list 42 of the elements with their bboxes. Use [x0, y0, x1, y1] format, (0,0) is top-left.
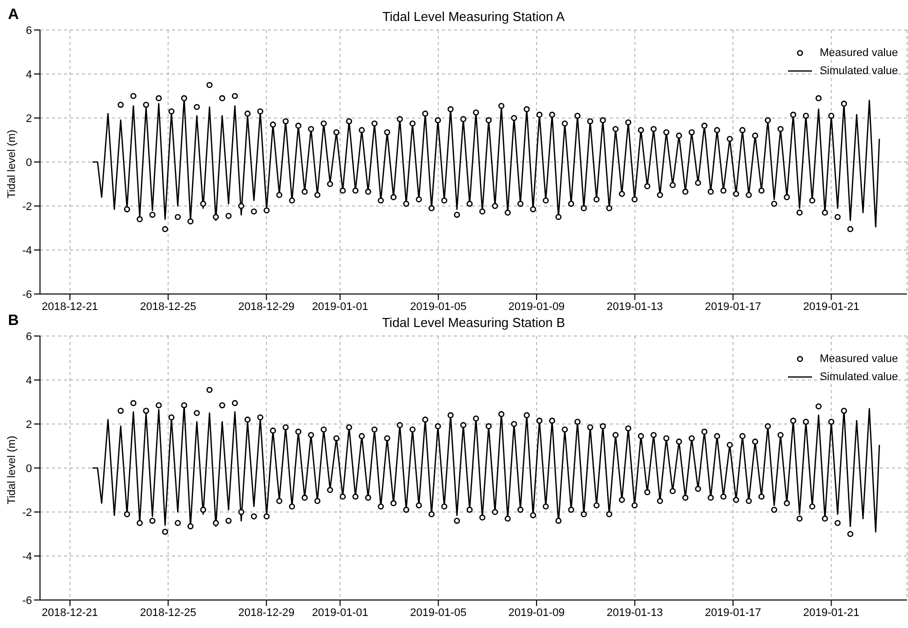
x-tick-label: 2018-12-25 — [140, 300, 196, 313]
x-tick-label: 2019-01-05 — [410, 300, 466, 313]
x-tick-label: 2019-01-13 — [606, 606, 663, 619]
y-tick-label: 2 — [26, 112, 32, 125]
y-axis-title: Tidal level (m) — [6, 128, 19, 200]
y-tick-label: 4 — [26, 68, 32, 81]
y-tick-label: -6 — [22, 594, 32, 607]
text: A — [8, 6, 19, 23]
x-tick-label: 2019-01-21 — [803, 606, 860, 619]
x-tick-label: 2018-12-29 — [238, 300, 295, 313]
legend-label: Simulated value — [820, 65, 898, 77]
legend-label: Simulated value — [820, 371, 898, 383]
x-tick-label: 2019-01-17 — [704, 606, 762, 619]
y-tick-label: 0 — [26, 462, 32, 475]
y-tick-label: -4 — [22, 550, 32, 563]
y-tick-label: 2 — [26, 418, 32, 431]
x-tick-label: 2019-01-13 — [606, 300, 663, 313]
x-tick-label: 2019-01-09 — [508, 300, 565, 313]
y-tick-label: 6 — [26, 24, 32, 37]
y-tick-label: -6 — [22, 288, 32, 301]
x-tick-label: 2019-01-09 — [508, 606, 565, 619]
x-tick-label: 2019-01-17 — [704, 300, 762, 313]
x-tick-label: 2018-12-21 — [42, 606, 98, 619]
text: B — [8, 312, 19, 329]
legend-label: Measured value — [820, 353, 898, 365]
x-tick-label: 2018-12-21 — [42, 300, 98, 313]
x-tick-label: 2019-01-05 — [410, 606, 466, 619]
y-tick-label: -2 — [22, 200, 32, 213]
y-axis-title: Tidal level (m) — [6, 434, 19, 506]
y-tick-label: -4 — [22, 244, 32, 257]
y-tick-label: 6 — [26, 330, 32, 343]
chart-title: Tidal Level Measuring Station A — [381, 9, 566, 24]
chart-title: Tidal Level Measuring Station B — [380, 315, 566, 330]
x-tick-label: 2018-12-25 — [140, 606, 196, 619]
x-tick-label: 2019-01-21 — [803, 300, 860, 313]
y-tick-label: 4 — [26, 374, 32, 387]
x-tick-label: 2018-12-29 — [238, 606, 295, 619]
x-tick-label: 2019-01-01 — [312, 606, 368, 619]
x-tick-label: 2019-01-01 — [312, 300, 368, 313]
y-tick-label: -2 — [22, 506, 32, 519]
legend-label: Measured value — [820, 47, 898, 59]
y-tick-label: 0 — [26, 156, 32, 169]
